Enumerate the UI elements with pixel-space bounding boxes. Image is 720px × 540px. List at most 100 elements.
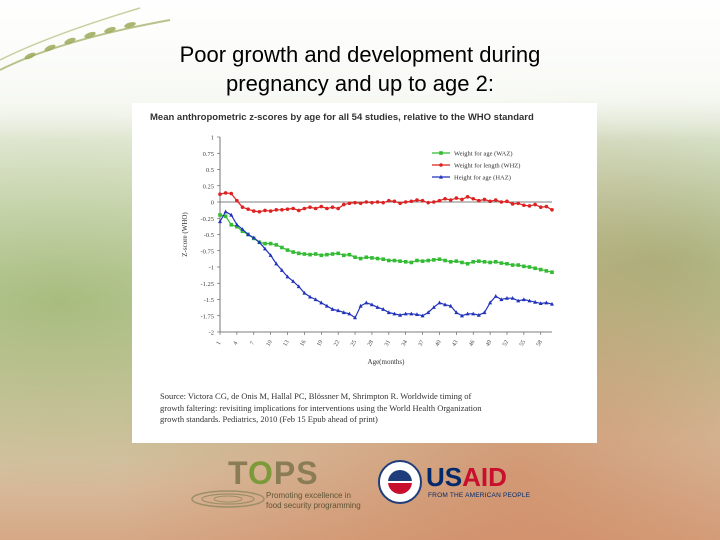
usaid-logo: USAID FROM THE AMERICAN PEOPLE [378, 460, 538, 510]
y-tick-label: -0.75 [200, 248, 214, 255]
data-point-whz [235, 198, 239, 203]
source-line-3: growth standards. Pediatrics, 2010 (Feb … [160, 414, 378, 424]
y-tick-label: 0.25 [203, 183, 214, 190]
x-tick-label: 49 [485, 339, 493, 347]
data-point-haz [510, 296, 515, 300]
data-point-haz [274, 261, 279, 266]
data-point-waz [240, 229, 245, 234]
tops-tagline-2: food security programming [266, 501, 361, 510]
data-point-haz [448, 303, 453, 308]
x-tick-label: 31 [384, 339, 392, 347]
y-tick-label: 0.75 [203, 151, 214, 158]
data-point-whz [454, 196, 459, 200]
data-point-waz [420, 259, 425, 263]
data-point-waz [471, 260, 476, 264]
data-point-waz [319, 253, 324, 258]
data-point-whz [370, 200, 374, 205]
data-point-waz [223, 214, 228, 219]
data-point-whz [460, 197, 464, 202]
data-point-whz [263, 208, 267, 213]
data-point-haz [493, 294, 498, 298]
data-point-haz [454, 310, 459, 315]
data-point-whz [392, 199, 397, 204]
data-point-haz [544, 300, 549, 305]
data-point-waz [347, 252, 352, 257]
data-point-waz [268, 241, 273, 246]
legend-label-haz: Height for age (HAZ) [454, 175, 511, 182]
data-point-haz [296, 284, 301, 289]
y-axis-label: Z-score (WHO) [181, 212, 189, 257]
x-tick-label: 43 [451, 339, 459, 347]
data-point-waz [432, 258, 436, 262]
data-point-waz [454, 259, 459, 263]
data-point-whz [274, 208, 279, 212]
data-point-whz [448, 198, 453, 202]
x-tick-label: 40 [434, 339, 442, 347]
data-point-whz [477, 198, 481, 203]
data-point-whz [493, 198, 498, 202]
data-point-haz [420, 313, 425, 318]
data-point-waz [409, 260, 414, 265]
y-tick-label: 0.5 [206, 167, 214, 174]
x-tick-label: 55 [519, 339, 527, 347]
data-point-haz [482, 310, 487, 315]
data-point-haz [533, 299, 538, 304]
data-point-haz [308, 294, 313, 299]
source-line-1: Source: Victora CG, de Onis M, Hallal PC… [160, 391, 472, 401]
usaid-seal-icon [378, 460, 422, 504]
data-point-whz [251, 209, 256, 213]
data-point-whz [516, 201, 521, 206]
data-point-haz [218, 219, 222, 224]
data-point-waz [477, 259, 481, 263]
data-point-waz [443, 258, 447, 263]
data-point-haz [392, 311, 397, 316]
data-point-haz [291, 279, 296, 283]
data-point-haz [550, 301, 554, 306]
y-tick-label: -1.25 [200, 281, 214, 288]
y-tick-label: -0.5 [204, 232, 214, 239]
data-point-haz [409, 311, 414, 316]
data-point-haz [369, 302, 374, 307]
legend-label-whz: Weight for length (WHZ) [454, 163, 520, 170]
data-point-haz [521, 297, 526, 302]
data-point-whz [398, 201, 402, 206]
data-point-haz [426, 310, 431, 315]
data-point-waz [313, 252, 318, 256]
data-point-haz [414, 312, 419, 317]
data-point-haz [313, 297, 318, 302]
data-point-haz [364, 300, 369, 305]
data-point-haz [516, 298, 521, 303]
usaid-subtitle: FROM THE AMERICAN PEOPLE [428, 492, 531, 499]
data-point-waz [505, 261, 509, 266]
data-point-whz [313, 206, 318, 211]
data-point-whz [347, 201, 352, 206]
data-point-waz [488, 260, 492, 265]
x-tick-label: 52 [502, 339, 510, 347]
data-point-haz [403, 311, 408, 316]
data-point-whz [330, 205, 335, 209]
data-point-whz [533, 202, 537, 207]
slide-title: Poor growth and development during pregn… [120, 40, 600, 98]
data-point-whz [341, 202, 346, 207]
data-point-waz [302, 252, 307, 256]
data-point-waz [336, 251, 340, 256]
data-point-waz [415, 258, 419, 263]
x-tick-label: 25 [350, 339, 358, 347]
data-point-waz [235, 224, 239, 229]
data-point-haz [443, 302, 448, 307]
data-point-whz [499, 200, 504, 204]
data-point-whz [538, 205, 543, 209]
data-point-waz [527, 265, 532, 269]
data-point-waz [218, 213, 222, 217]
tops-ps: PS [273, 455, 319, 491]
x-tick-label: 7 [250, 341, 257, 347]
data-point-waz [482, 260, 487, 264]
zscore-line-chart: Mean anthropometric z-scores by age for … [150, 112, 554, 366]
legend-marker-waz [439, 151, 443, 155]
data-point-waz [358, 256, 363, 261]
data-point-haz [347, 311, 352, 316]
data-point-waz [499, 261, 504, 265]
data-point-waz [544, 269, 549, 273]
data-point-waz [296, 251, 301, 256]
data-point-waz [403, 260, 408, 264]
